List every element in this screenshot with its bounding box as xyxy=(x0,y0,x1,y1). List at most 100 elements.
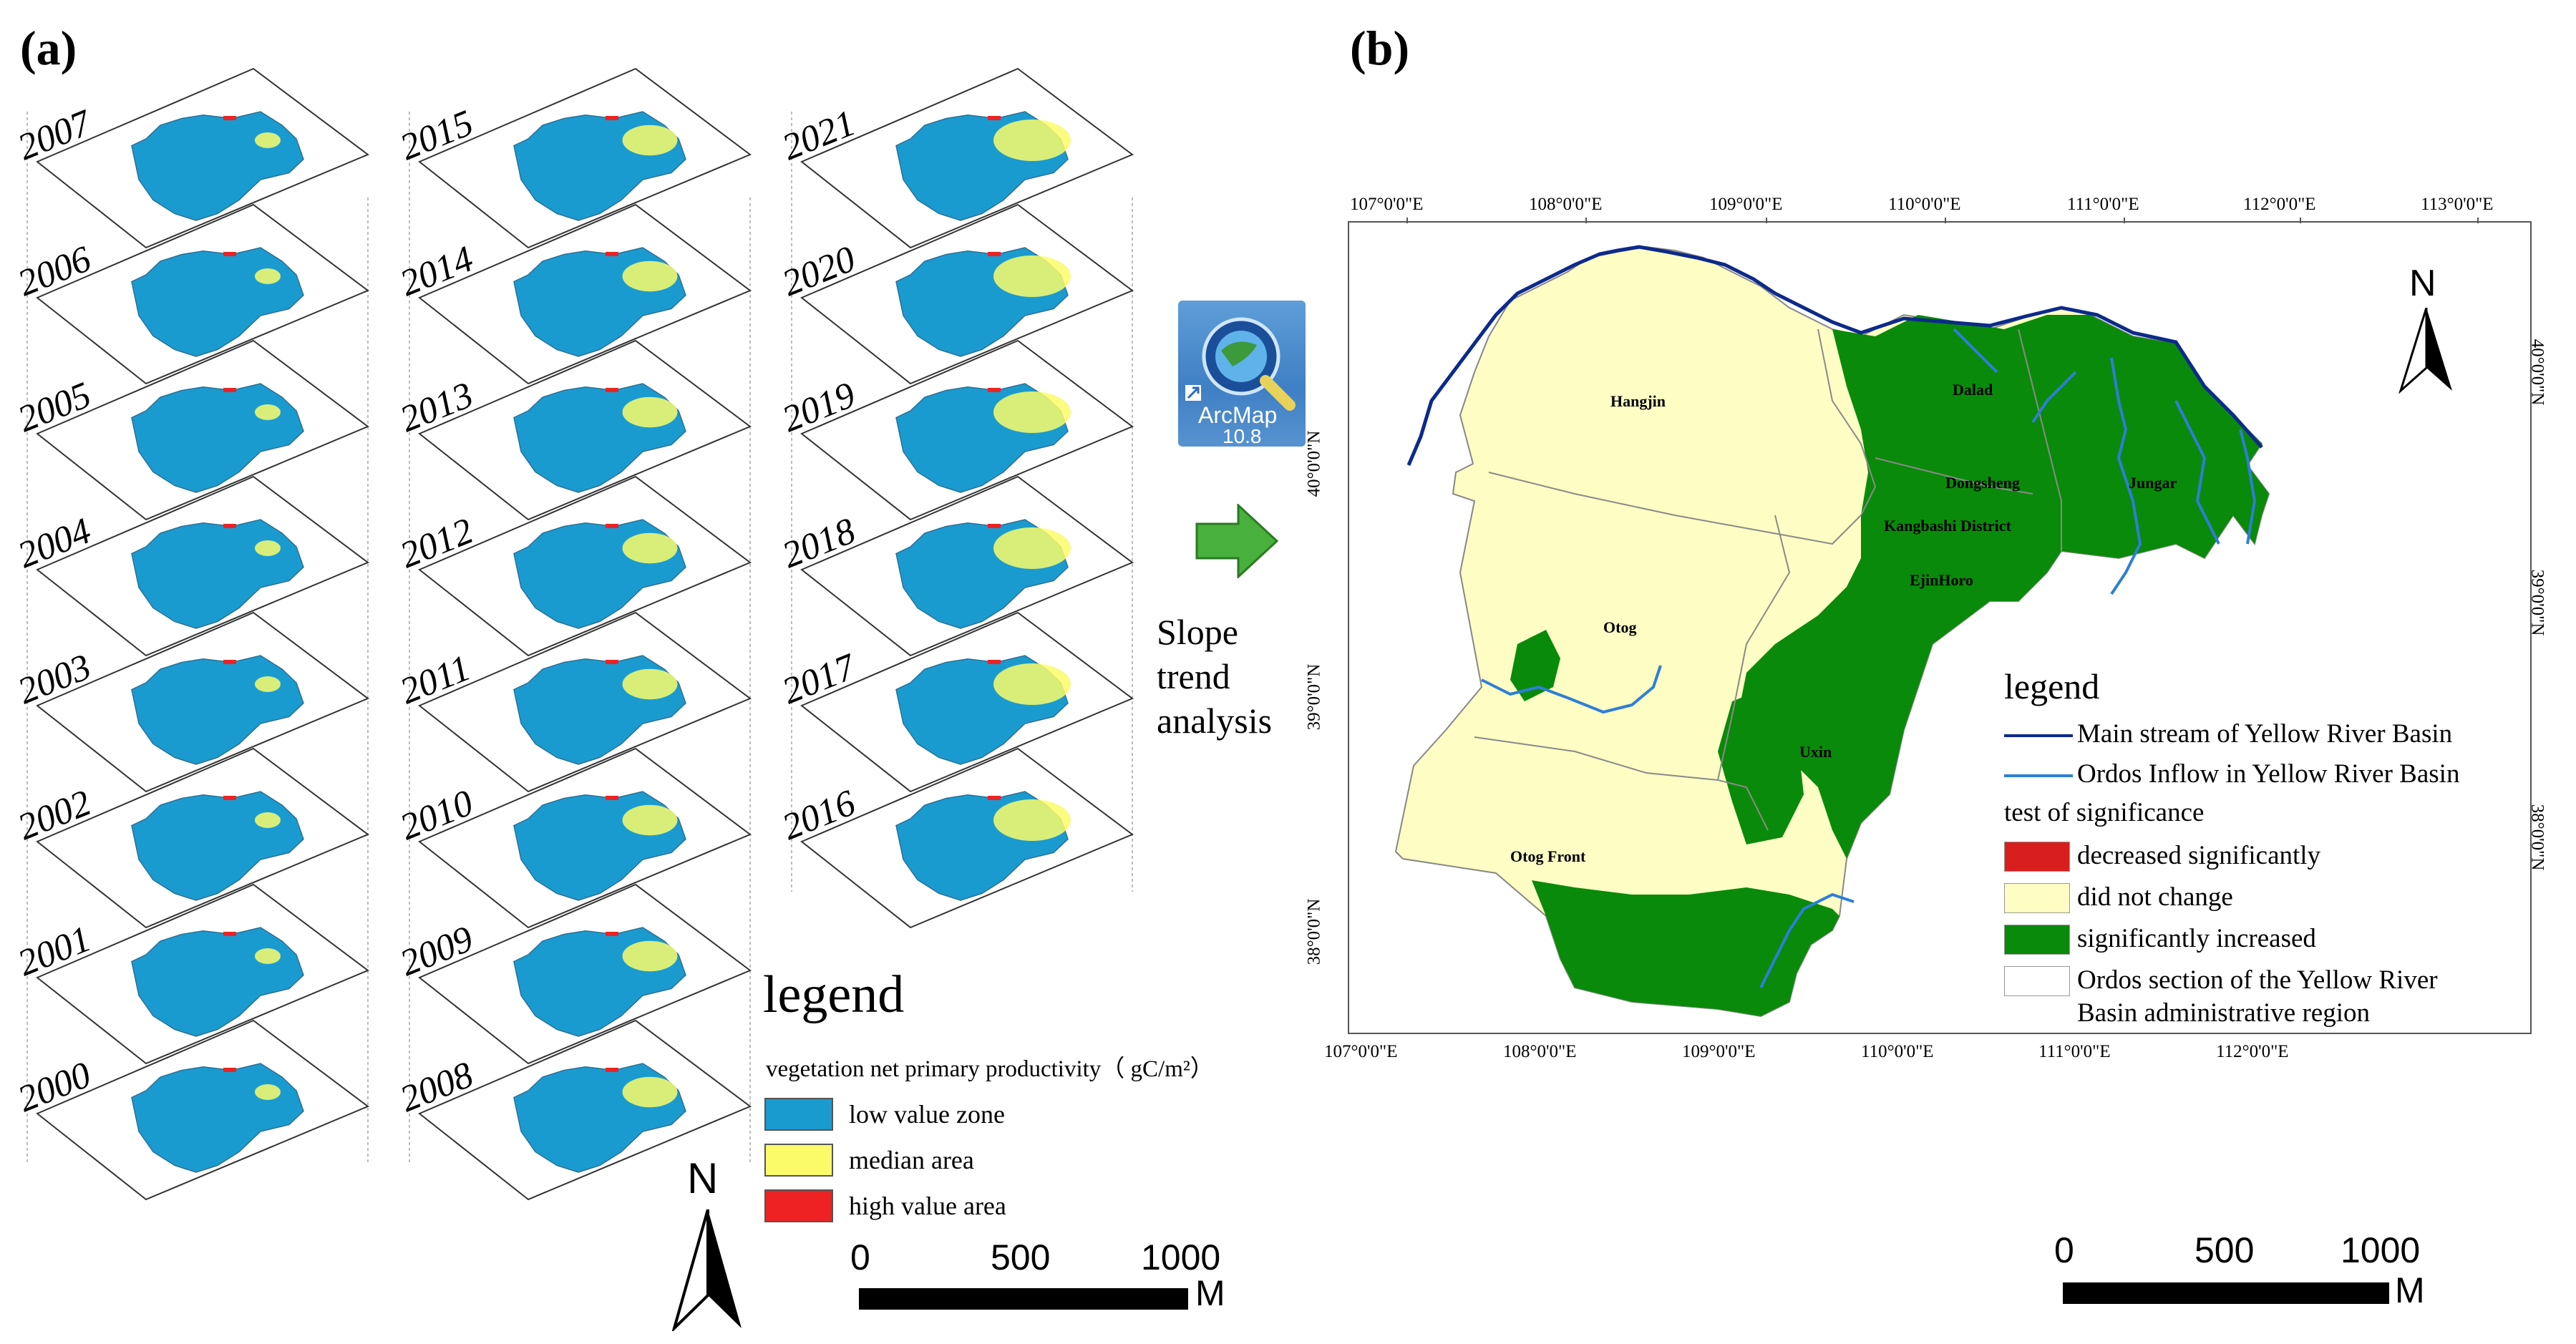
scale-b-tick-1000: 1000 xyxy=(2341,1230,2421,1270)
high-patch-2015 xyxy=(606,116,618,120)
median-patch-2011 xyxy=(622,668,678,700)
north-label-b: N xyxy=(2409,263,2436,304)
scale-a-tick-500: 500 xyxy=(991,1237,1051,1277)
median-patch-2021 xyxy=(993,120,1071,161)
legend-swatch-high xyxy=(764,1189,833,1222)
legend-increased-label: significantly increased xyxy=(2077,924,2316,953)
increased-east xyxy=(1739,315,2269,859)
bottom-lon-label-1: 108°0'0"E xyxy=(1503,1042,1577,1061)
place-jungar: Jungar xyxy=(2129,474,2177,492)
right-lat-label-0: 40°0'0"N xyxy=(2527,339,2547,406)
median-patch-2010 xyxy=(622,804,678,836)
place-ejinhoro: EjinHoro xyxy=(1910,571,1973,589)
legend-swatch-median xyxy=(764,1144,833,1177)
high-patch-2010 xyxy=(606,796,618,800)
median-patch-2000 xyxy=(255,1084,281,1100)
place-otog: Otog xyxy=(1603,618,1637,636)
high-patch-2000 xyxy=(223,1068,236,1072)
legend-main-stream-swatch xyxy=(2004,734,2073,737)
top-lon-label-4: 111°0'0"E xyxy=(2067,195,2139,214)
right-lat-label-1: 39°0'0"N xyxy=(2527,569,2547,636)
panel-b-label: (b) xyxy=(1350,21,1410,75)
slope-line-2: trend xyxy=(1157,656,1230,696)
high-patch-2008 xyxy=(606,1068,618,1072)
top-lon-label-3: 110°0'0"E xyxy=(1888,195,1961,214)
high-patch-2004 xyxy=(223,524,236,528)
legend-decreased-label: decreased significantly xyxy=(2077,841,2321,870)
legend-admin-label-1: Ordos section of the Yellow River xyxy=(2077,965,2438,995)
legend-a-title: legend xyxy=(763,965,905,1024)
median-patch-2004 xyxy=(255,540,281,556)
arcmap-icon: ArcMap 10.8 xyxy=(1178,301,1306,447)
slope-line-1: Slope xyxy=(1157,612,1238,652)
high-patch-2018 xyxy=(988,524,1001,528)
median-patch-2016 xyxy=(993,799,1071,841)
slope-line-3: analysis xyxy=(1157,701,1273,741)
scale-bar-a xyxy=(859,1288,1188,1310)
main-stream-yellow-river xyxy=(1406,245,2263,466)
bottom-lon-label-5: 112°0'0"E xyxy=(2216,1042,2289,1061)
high-patch-2019 xyxy=(988,388,1001,392)
high-patch-2014 xyxy=(606,252,618,256)
scale-a-tick-0: 0 xyxy=(850,1237,870,1277)
arcmap-version: 10.8 xyxy=(1223,425,1262,447)
top-lon-label-6: 113°0'0"E xyxy=(2421,195,2494,214)
median-patch-2014 xyxy=(622,260,678,292)
scale-a-unit: M xyxy=(1195,1273,1225,1313)
bottom-lon-label-3: 110°0'0"E xyxy=(1861,1042,1934,1061)
high-patch-2003 xyxy=(223,660,236,664)
bottom-lon-label-4: 111°0'0"E xyxy=(2038,1042,2111,1061)
legend-a-subtitle: vegetation net primary productivity（ gC/… xyxy=(766,1056,1214,1082)
north-arrow-b-icon xyxy=(2398,308,2452,394)
median-patch-2009 xyxy=(622,940,678,972)
right-lat-label-2: 38°0'0"N xyxy=(2527,804,2547,871)
scale-b-tick-0: 0 xyxy=(2054,1230,2074,1270)
median-patch-2002 xyxy=(255,812,281,828)
increased-central-uxin xyxy=(1718,687,1804,844)
median-patch-2012 xyxy=(622,532,678,564)
legend-label-median: median area xyxy=(849,1146,974,1174)
bottom-lon-label-0: 107°0'0"E xyxy=(1324,1042,1398,1061)
median-patch-2003 xyxy=(255,676,281,692)
top-lon-label-5: 112°0'0"E xyxy=(2243,195,2316,214)
left-lat-label-2: 38°0'0"N xyxy=(1304,898,1324,965)
panel-a-label: (a) xyxy=(20,21,77,75)
north-arrow-icon xyxy=(671,1209,742,1331)
legend-main-stream-label: Main stream of Yellow River Basin xyxy=(2077,719,2453,749)
high-patch-2006 xyxy=(223,252,236,256)
place-kangbashi: Kangbashi District xyxy=(1884,517,2011,535)
legend-nochange-label: did not change xyxy=(2077,882,2233,912)
high-patch-2002 xyxy=(223,796,236,800)
place-hangjin: Hangjin xyxy=(1610,392,1666,410)
legend-admin-swatch xyxy=(2004,966,2070,996)
high-patch-2020 xyxy=(988,252,1001,256)
top-lon-label-0: 107°0'0"E xyxy=(1350,195,1424,214)
slope-trend-text: Slope trend analysis xyxy=(1157,610,1272,743)
median-patch-2013 xyxy=(622,396,678,428)
top-lon-label-1: 108°0'0"E xyxy=(1529,195,1603,214)
legend-nochange-swatch xyxy=(2004,883,2070,913)
yearly-npp-map-stack: 2007200620052004200320022001200020152014… xyxy=(12,67,1134,1201)
legend-b-title: legend xyxy=(2004,666,2100,706)
high-patch-2012 xyxy=(606,524,618,528)
high-patch-2001 xyxy=(223,932,236,936)
legend-label-low: low value zone xyxy=(849,1100,1005,1129)
median-patch-2007 xyxy=(255,132,281,148)
median-patch-2006 xyxy=(255,268,281,284)
place-dalad: Dalad xyxy=(1953,381,1993,399)
legend-significance-title: test of significance xyxy=(2004,798,2205,827)
ordos-inflow-rivers xyxy=(1481,328,2257,988)
high-patch-2007 xyxy=(223,116,236,120)
place-dongsheng: Dongsheng xyxy=(1945,474,2020,492)
high-patch-2011 xyxy=(606,660,618,664)
legend-swatch-low xyxy=(764,1098,833,1131)
median-patch-2018 xyxy=(993,527,1071,569)
high-patch-2005 xyxy=(223,388,236,392)
scale-b-unit: M xyxy=(2395,1270,2425,1310)
high-patch-2017 xyxy=(988,660,1001,664)
top-lon-label-2: 109°0'0"E xyxy=(1709,195,1783,214)
legend-decreased-swatch xyxy=(2004,842,2070,872)
increased-west-otog xyxy=(1510,630,1560,701)
increased-south xyxy=(1532,880,1839,1016)
